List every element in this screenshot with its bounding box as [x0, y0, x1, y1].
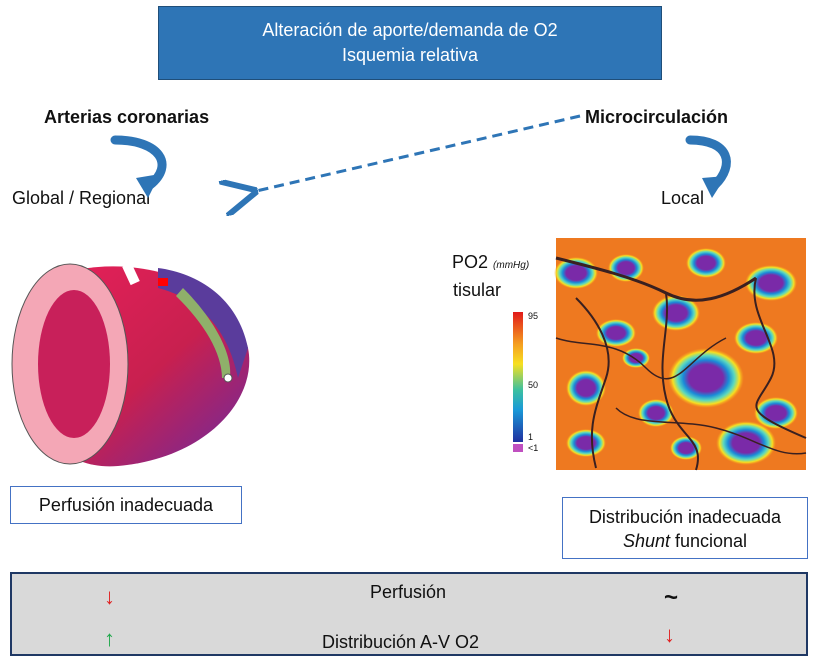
local-label: Local: [661, 188, 705, 208]
inadequate-perfusion-box: Perfusión inadecuada: [10, 486, 242, 524]
left-curved-arrow-head: [136, 174, 160, 198]
title-box: Alteración de aporte/demanda de O2 Isque…: [158, 6, 662, 80]
heart-cross-section: [11, 262, 250, 467]
right-distribution-down-arrow-icon: ↓: [664, 622, 675, 647]
coronary-arteries-heading: Arterias coronarias: [44, 107, 210, 127]
title-line-1: Alteración de aporte/demanda de O2: [262, 20, 558, 40]
scale-tick-below-1: <1: [528, 443, 539, 453]
shunt-word: Shunt: [622, 531, 670, 551]
dashed-arrow: [252, 114, 581, 192]
po2-scale-low-swatch: [513, 444, 523, 452]
microcirculation-heading: Microcirculación: [585, 107, 729, 127]
comparison-panel: ↓ Perfusión ~ ↑ Distribución A-V O2 ↓: [10, 572, 808, 656]
left-perfusion-down-arrow-icon: ↓: [104, 584, 115, 609]
scale-tick-1: 1: [528, 432, 534, 442]
po2-tissue-map: [554, 238, 807, 471]
inadequate-distribution-box: Distribución inadecuada Shunt funcional: [562, 497, 808, 559]
title-line-2: Isquemia relativa: [341, 45, 479, 65]
perfusion-row-label: Perfusión: [370, 582, 447, 602]
inadequate-distribution-text: Distribución inadecuada: [588, 507, 782, 527]
right-perfusion-symbol: ~: [664, 584, 679, 611]
global-regional-label: Global / Regional: [12, 188, 151, 208]
tisular-label: tisular: [453, 280, 502, 300]
scale-tick-95: 95: [528, 311, 539, 321]
functional-shunt-text: Shunt funcional: [563, 529, 807, 553]
functional-word: funcional: [669, 531, 748, 551]
left-distribution-up-arrow-icon: ↑: [104, 626, 115, 651]
right-curved-arrow-head: [702, 176, 726, 198]
inadequate-perfusion-text: Perfusión inadecuada: [38, 495, 214, 515]
scale-tick-50: 50: [528, 380, 539, 390]
av-o2-distribution-row-label: Distribución A-V O2: [322, 632, 480, 652]
po2-color-scale: [513, 312, 523, 442]
po2-label: PO2: [452, 252, 489, 272]
po2-legend-title: PO2 (mmHg): [452, 252, 529, 273]
po2-unit: (mmHg): [493, 260, 530, 271]
